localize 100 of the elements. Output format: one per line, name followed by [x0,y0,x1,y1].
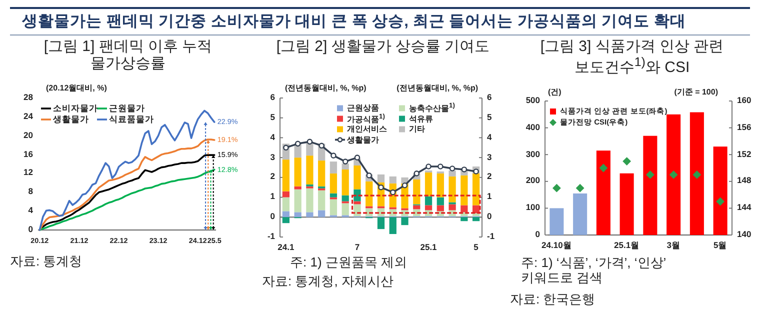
bar [294,189,302,212]
bar [389,217,396,234]
bar [306,212,314,218]
point [318,142,324,149]
point [294,140,301,147]
y2-tick-label: 3 [487,152,492,162]
y-tick-label: 500 [526,95,540,106]
y2-tick-label: 6 [487,92,492,103]
bar [354,166,361,190]
point [378,184,384,190]
point [438,164,444,170]
y-tick-label: 28 [24,92,33,103]
bar [713,146,728,235]
y-tick-label: 5 [270,112,275,123]
point [646,170,654,179]
y-tick-label: 3 [270,152,275,162]
y-tick-label: -1 [267,231,275,242]
y-axis-title: (건) [548,87,562,97]
bar [354,189,361,202]
legend-label: 개인서비스 [347,124,387,134]
bar [282,211,290,218]
bar [460,175,468,206]
bar [330,173,338,194]
y-tick-label: 4 [28,205,33,216]
bar [282,191,290,198]
bar [342,169,349,196]
y-tick-label: 100 [526,202,540,214]
y2-axis-title: (전년동월대비, %, %p) [396,83,478,93]
x-tick-label: 25.1 [420,242,437,253]
bar [389,176,396,184]
bar [460,205,468,212]
bar [294,186,302,190]
x-tick-label: 5 [474,242,478,253]
bar [424,196,432,206]
y-tick-label: 8 [28,186,33,198]
y2-tick-label: 1 [487,191,492,202]
bar [306,156,314,184]
point [414,170,420,176]
point [426,164,432,170]
text: 주: 1) ‘식품’, ‘가격’, ‘인상’ 키워드로 검색 [521,255,667,286]
x-tick-label: 5월 [713,240,728,251]
y-tick-label: 2 [270,172,275,182]
point [366,172,372,178]
bar [620,173,634,235]
point [354,154,360,160]
bar [401,217,408,226]
y2-tick-label: 140 [737,229,752,240]
y-tick-label: 300 [526,148,540,160]
point [599,164,608,172]
bar [448,204,456,210]
y-axis-title: (20.12월대비, %) [46,83,107,93]
point [402,182,408,188]
x-tick-label: 24.10월 [542,240,572,251]
text: 생활물가는 팬데믹 기간중 소비자물가 대비 큰 폭 상승, 최근 들어서는 가공식품의 기여도 확대 [22,13,686,31]
bar [294,212,302,218]
y-tick-label: 20 [24,130,33,141]
y-tick-label: 16 [24,148,33,160]
bar [436,197,444,206]
text: 자료: 한국은행 [510,292,596,308]
bar [330,193,338,198]
legend-label: 가공식품$^{1)}$ [347,113,385,124]
y2-tick-label: 156 [737,122,752,133]
y2-tick-label: 148 [737,176,752,186]
y-tick-label: 0 [270,211,275,222]
point [576,184,584,192]
y-tick-label: 12 [24,168,33,178]
point [692,170,702,179]
point [306,138,313,145]
bar [377,174,385,182]
y-tick-label: 400 [526,122,540,133]
bar [282,160,290,192]
bar [318,160,326,186]
y-tick-label: 4 [270,132,275,143]
point [449,166,456,172]
bar [306,188,314,212]
point [716,197,725,206]
point [552,184,561,192]
bar [366,181,373,206]
y-tick-label: 24 [24,110,33,122]
y2-tick-label: 0 [487,211,492,222]
bar [448,176,456,202]
bar [413,205,420,210]
bar [448,170,456,176]
legend-label: 근원상품 [347,104,379,113]
y2-axis-title: (기준 = 100) [674,87,718,97]
legend-label: 식료품물가 [109,114,154,124]
bar [690,112,704,235]
bar [318,190,326,210]
point [283,144,289,151]
y2-tick-label: -1 [487,231,495,242]
point [330,152,336,158]
y-tick-label: 6 [270,92,275,103]
x-tick-label: 25.1월 [614,240,640,251]
bar [666,114,681,235]
bar [330,199,338,216]
y2-tick-label: 2 [487,172,492,182]
bar [318,210,326,218]
bar [294,158,302,186]
bar [472,173,480,206]
bar [282,217,290,224]
